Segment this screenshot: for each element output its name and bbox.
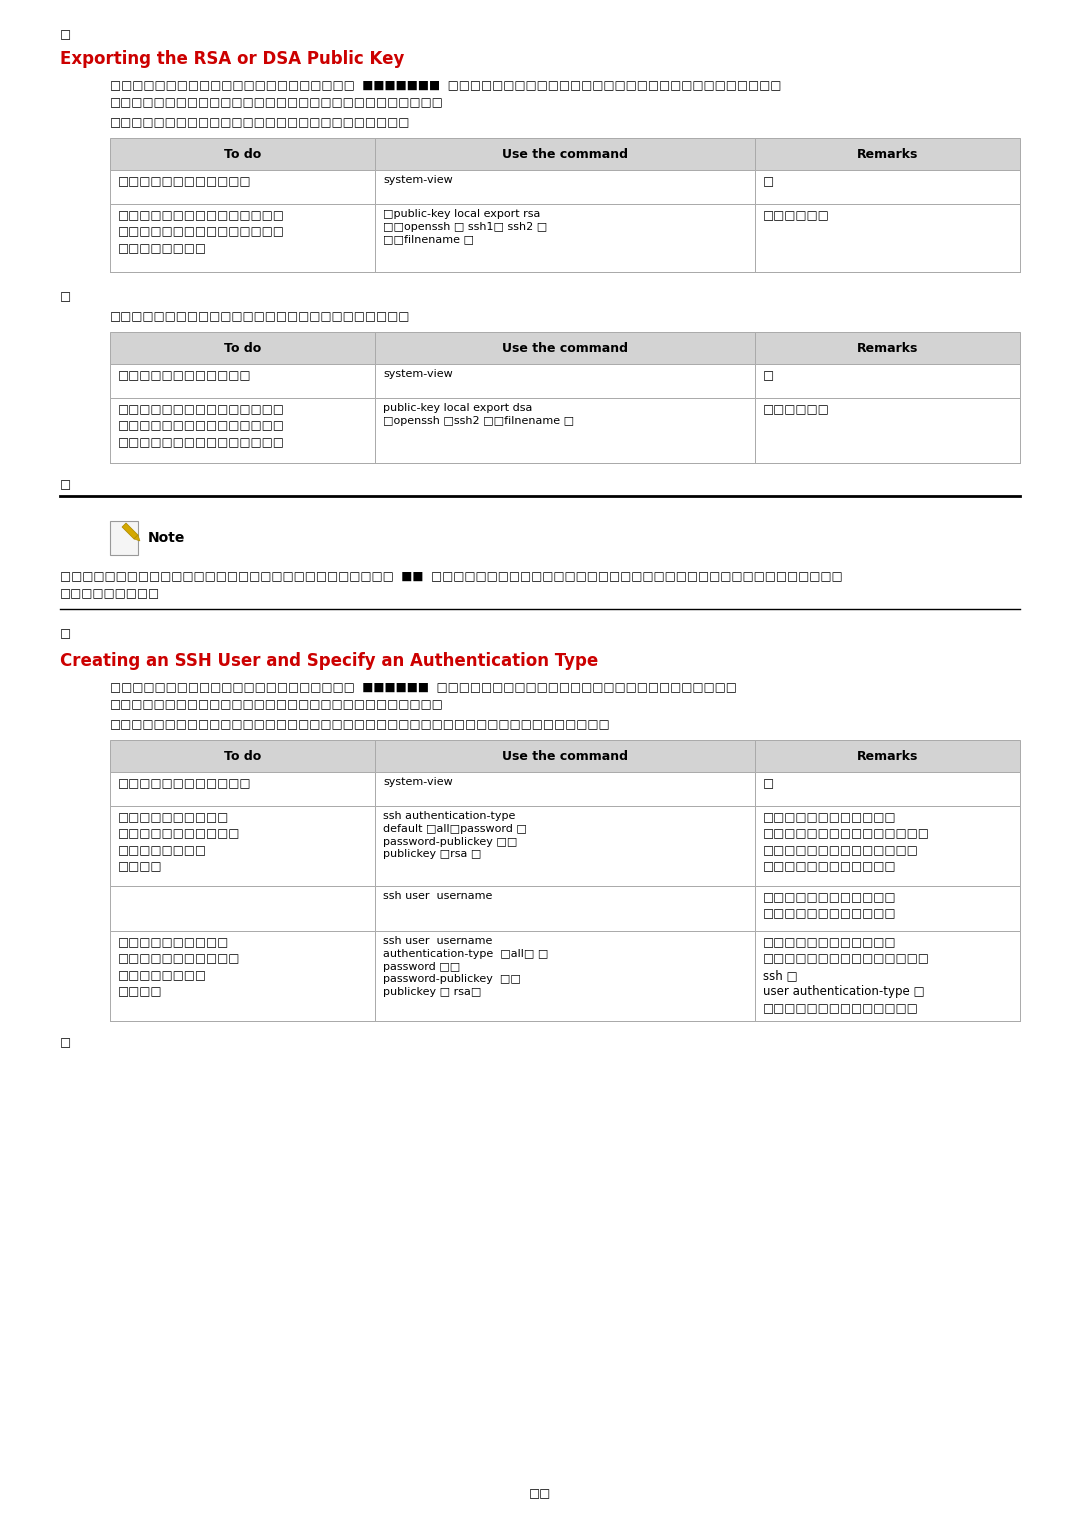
Text: □: □ — [60, 1035, 71, 1049]
Text: Use the command: Use the command — [502, 342, 627, 354]
Text: Use the command: Use the command — [502, 750, 627, 762]
Text: system-view: system-view — [383, 370, 453, 379]
Text: Remarks: Remarks — [856, 750, 918, 762]
Text: □□□□□□□□□□□□□□□□□□□□□□□□□□□: □□□□□□□□□□□□□□□□□□□□□□□□□□□ — [110, 310, 410, 324]
Bar — [755, 399, 1020, 463]
Text: □: □ — [60, 290, 71, 302]
Text: system-view: system-view — [383, 777, 453, 786]
Text: □□□□□□□□□□□□□□□□□□□□□□  ■■■■■■  □□□□□□□□□□□□□□□□□□□□□□□□□□□: □□□□□□□□□□□□□□□□□□□□□□ ■■■■■■ □□□□□□□□□□… — [110, 680, 737, 693]
Bar — [375, 399, 755, 463]
Text: □□□□□□□□□□□□□□□
□□□□□□□□□□□□□□□
□□□□□□□□: □□□□□□□□□□□□□□□ □□□□□□□□□□□□□□□ □□□□□□□□ — [118, 209, 285, 255]
Text: Remarks: Remarks — [856, 342, 918, 354]
Bar — [375, 137, 755, 169]
Text: □□: □□ — [529, 1487, 551, 1500]
Text: □□□□□□: □□□□□□ — [762, 403, 829, 415]
Bar — [375, 773, 755, 806]
Bar — [110, 806, 375, 886]
Bar — [755, 137, 1020, 169]
Bar — [755, 806, 1020, 886]
Bar — [110, 331, 375, 363]
Text: public-key local export dsa
□openssh □ssh2 □□filnename □: public-key local export dsa □openssh □ss… — [383, 403, 575, 426]
Text: □: □ — [60, 628, 71, 640]
Text: □□□□□□□□□□□□□□□□□□□□□□  ■■■■■■■  □□□□□□□□□□□□□□□□□□□□□□□□□□□□□□: □□□□□□□□□□□□□□□□□□□□□□ ■■■■■■■ □□□□□□□□□… — [110, 78, 781, 92]
Bar — [110, 773, 375, 806]
Bar — [375, 806, 755, 886]
Text: □: □ — [60, 27, 71, 41]
Bar — [110, 521, 138, 554]
Bar — [110, 399, 375, 463]
Text: □□□□□□: □□□□□□ — [762, 209, 829, 221]
Text: system-view: system-view — [383, 176, 453, 185]
Text: Note: Note — [148, 531, 186, 545]
Polygon shape — [122, 524, 138, 539]
Text: To do: To do — [224, 148, 261, 160]
Bar — [755, 363, 1020, 399]
Bar — [110, 931, 375, 1022]
Text: □□□□□□□□□□□□: □□□□□□□□□□□□ — [118, 176, 252, 188]
Text: □□□□□□□□□□□□□□□
□□□□□□□□□□□□□□□
□□□□□□□□□□□□□□□: □□□□□□□□□□□□□□□ □□□□□□□□□□□□□□□ □□□□□□□□… — [118, 403, 285, 449]
Text: □: □ — [762, 370, 774, 382]
Text: □□□□□□□□□□□□
□□□□□□□□□□□□□□□
ssh □
user authentication-type □
□□□□□□□□□□□□□□: □□□□□□□□□□□□ □□□□□□□□□□□□□□□ ssh □ user … — [762, 936, 930, 1015]
Text: □: □ — [60, 478, 71, 492]
Bar — [375, 169, 755, 205]
Text: □public-key local export rsa
□□openssh □ ssh1□ ssh2 □
□□filnename □: □public-key local export rsa □□openssh □… — [383, 209, 548, 244]
Text: □: □ — [762, 777, 774, 789]
Bar — [375, 886, 755, 931]
Bar — [110, 886, 375, 931]
Text: Exporting the RSA or DSA Public Key: Exporting the RSA or DSA Public Key — [60, 50, 404, 69]
Bar — [375, 205, 755, 272]
Text: Remarks: Remarks — [856, 148, 918, 160]
Bar — [110, 137, 375, 169]
Text: □□□□□□□□□□
□□□□□□□□□□□
□□□□□□□□
□□□□: □□□□□□□□□□ □□□□□□□□□□□ □□□□□□□□ □□□□ — [118, 936, 241, 999]
Text: □□□□□□□□□: □□□□□□□□□ — [60, 586, 160, 600]
Text: To do: To do — [224, 750, 261, 762]
Bar — [375, 741, 755, 773]
Text: Creating an SSH User and Specify an Authentication Type: Creating an SSH User and Specify an Auth… — [60, 652, 598, 670]
Bar — [755, 773, 1020, 806]
Text: □□□□□□□□□□□□□□□□□□□□□□□□□□□□□□□□□□□□□□□□□□□□□: □□□□□□□□□□□□□□□□□□□□□□□□□□□□□□□□□□□□□□□□… — [110, 718, 610, 731]
Text: ssh user  username
authentication-type  □all□ □
password □□
password-publickey  : ssh user username authentication-type □a… — [383, 936, 549, 997]
Bar — [755, 169, 1020, 205]
Text: □□□□□□□□□□□□□□□□□□□□□□□□□□□: □□□□□□□□□□□□□□□□□□□□□□□□□□□ — [110, 116, 410, 128]
Text: ssh user  username: ssh user username — [383, 890, 492, 901]
Bar — [110, 169, 375, 205]
Text: □□□□□□□□□□□□□□□□□□□□□□□□□□□□□□: □□□□□□□□□□□□□□□□□□□□□□□□□□□□□□ — [110, 96, 444, 108]
Text: □□□□□□□□□□□□: □□□□□□□□□□□□ — [118, 777, 252, 789]
Bar — [755, 886, 1020, 931]
Bar — [755, 931, 1020, 1022]
Bar — [375, 363, 755, 399]
Text: □□□□□□□□□□□□
□□□□□□□□□□□□: □□□□□□□□□□□□ □□□□□□□□□□□□ — [762, 890, 896, 921]
Text: ssh authentication-type
default □all□password □
password-publickey □□
publickey : ssh authentication-type default □all□pas… — [383, 811, 527, 860]
Polygon shape — [134, 534, 140, 541]
Bar — [375, 931, 755, 1022]
Bar — [375, 331, 755, 363]
Bar — [755, 205, 1020, 272]
Bar — [755, 331, 1020, 363]
Text: □□□□□□□□□□□□
□□□□□□□□□□□□□□□
□□□□□□□□□□□□□□
□□□□□□□□□□□□: □□□□□□□□□□□□ □□□□□□□□□□□□□□□ □□□□□□□□□□□… — [762, 811, 930, 873]
Text: □□□□□□□□□□□□□□□□□□□□□□□□□□□□□□  ■■  □□□□□□□□□□□□□□□□□□□□□□□□□□□□□□□□□□□□□: □□□□□□□□□□□□□□□□□□□□□□□□□□□□□□ ■■ □□□□□□… — [60, 570, 842, 582]
Bar — [110, 741, 375, 773]
Text: To do: To do — [224, 342, 261, 354]
Text: □: □ — [762, 176, 774, 188]
Text: □□□□□□□□□□
□□□□□□□□□□□
□□□□□□□□
□□□□: □□□□□□□□□□ □□□□□□□□□□□ □□□□□□□□ □□□□ — [118, 811, 241, 873]
Bar — [110, 363, 375, 399]
Text: □□□□□□□□□□□□: □□□□□□□□□□□□ — [118, 370, 252, 382]
Text: Use the command: Use the command — [502, 148, 627, 160]
Bar — [110, 205, 375, 272]
Bar — [755, 741, 1020, 773]
Text: □□□□□□□□□□□□□□□□□□□□□□□□□□□□□□: □□□□□□□□□□□□□□□□□□□□□□□□□□□□□□ — [110, 698, 444, 712]
